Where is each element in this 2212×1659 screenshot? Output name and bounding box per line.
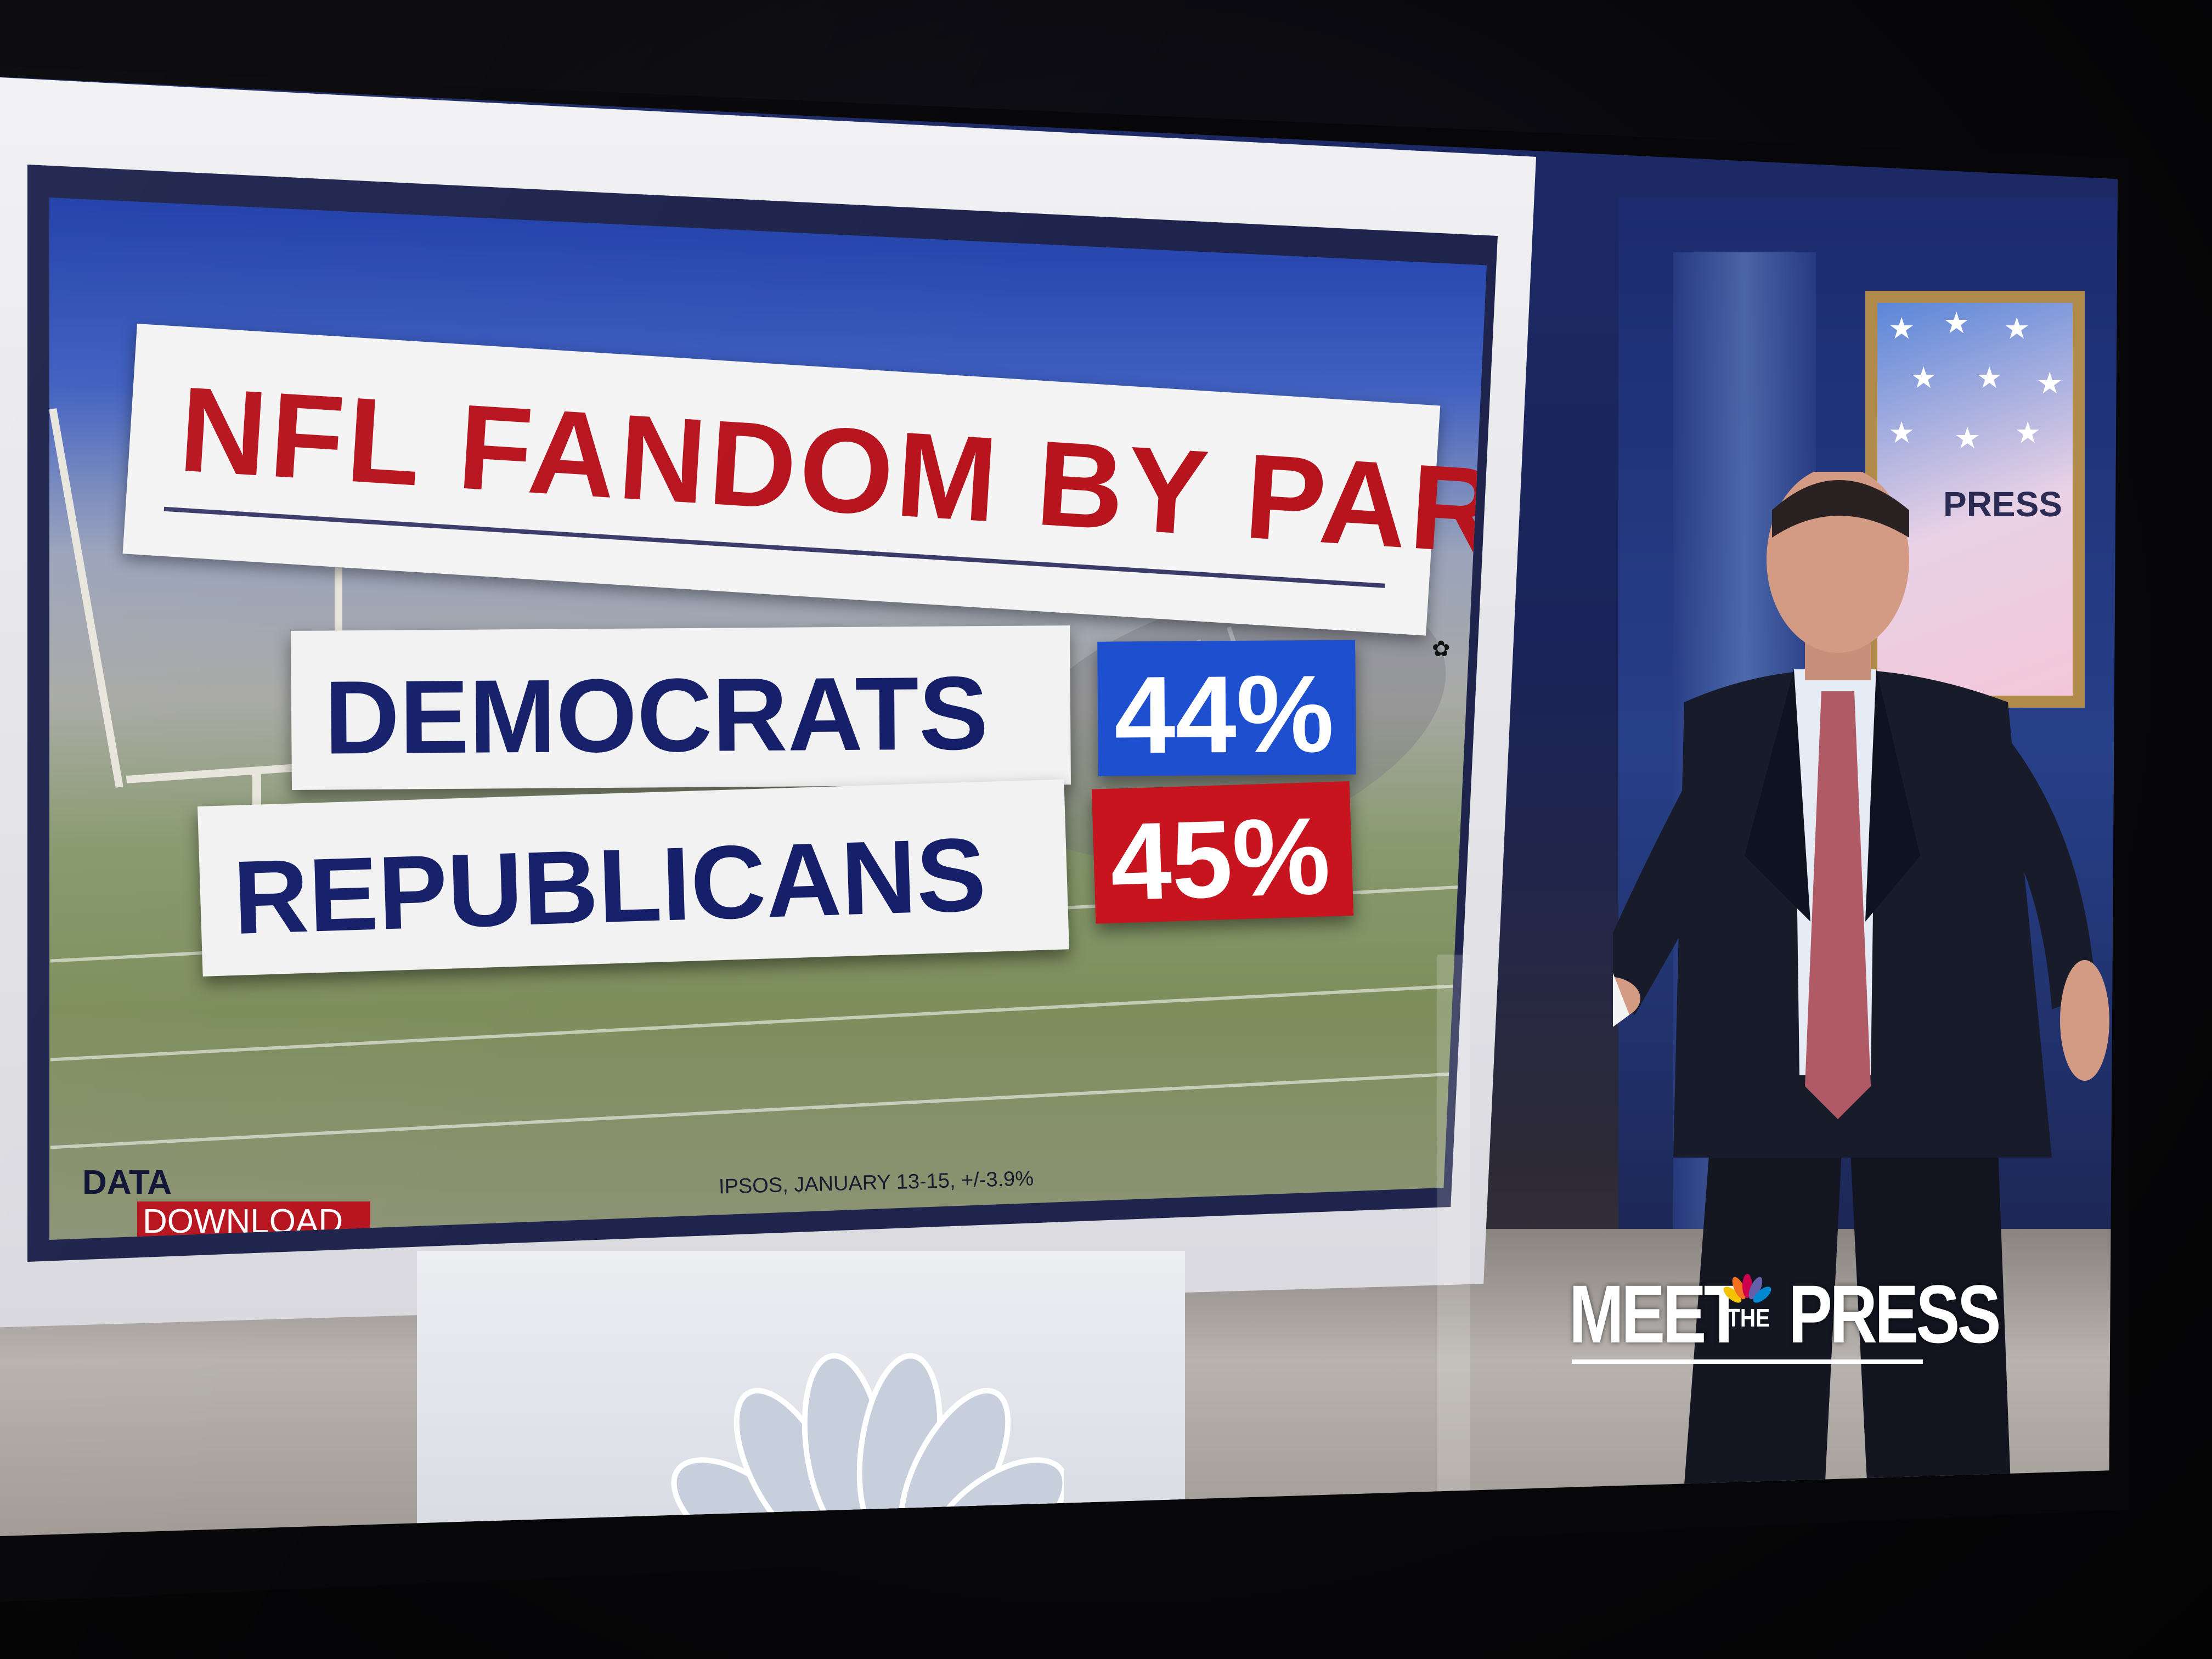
star-icon: ★ [2015,415,2041,450]
star-icon: ★ [1943,306,1970,340]
republicans-label: REPUBLICANS [231,816,988,956]
flag-panel: ★ ★ ★ ★ ★ ★ ★ ★ ★ PRESS [1865,291,2085,708]
studio-monitor: NFL FANDOM BY PARTY DEMOCRATS 44% [0,77,1536,1328]
segment-logo-line2: DOWNLOAD [137,1201,371,1240]
segment-logo-line1: DATA [82,1164,172,1201]
tv-screen: ★ ★ ★ ★ ★ ★ ★ ★ ★ PRESS [0,77,2118,1536]
show-logo-meet: MEET [1569,1268,1744,1360]
data-graphic: NFL FANDOM BY PARTY DEMOCRATS 44% [49,198,1487,1240]
show-logo-press: PRESS [1788,1268,2001,1360]
democrats-value: 44% [1114,652,1335,777]
star-icon: ★ [1888,311,1915,346]
star-icon: ★ [2036,366,2063,400]
source-note: IPSOS, JANUARY 13-15, +/-3.9% [718,1167,1034,1199]
title-plate: NFL FANDOM BY PARTY [122,324,1487,636]
monitor-bezel: NFL FANDOM BY PARTY DEMOCRATS 44% [27,165,1498,1262]
democrats-value-box: 44% [1097,640,1356,777]
star-icon: ★ [2004,311,2030,346]
graphic-title: NFL FANDOM BY PARTY [176,361,1487,589]
star-icon: ★ [1910,360,1937,395]
show-logo-the: THE [1727,1304,1770,1332]
republicans-value-box: 45% [1091,781,1354,924]
field-line [50,983,1486,1062]
show-logo-underline [1572,1359,1923,1364]
democrats-label: DEMOCRATS [324,655,989,776]
field-line [50,1070,1486,1149]
glass-stand [1437,955,1470,1536]
star-icon: ★ [1976,360,2003,395]
presenter [1613,472,2109,1536]
nbc-peacock-icon: ✿ [1432,636,1451,662]
goalpost [49,408,123,788]
background-sign-text: PRESS [1943,484,2062,524]
republicans-label-box: REPUBLICANS [198,779,1069,977]
peacock-icon [1723,1274,1771,1303]
democrats-label-box: DEMOCRATS [291,625,1071,790]
star-icon: ★ [1954,421,1981,455]
republicans-value: 45% [1108,794,1332,924]
star-icon: ★ [1888,415,1915,450]
